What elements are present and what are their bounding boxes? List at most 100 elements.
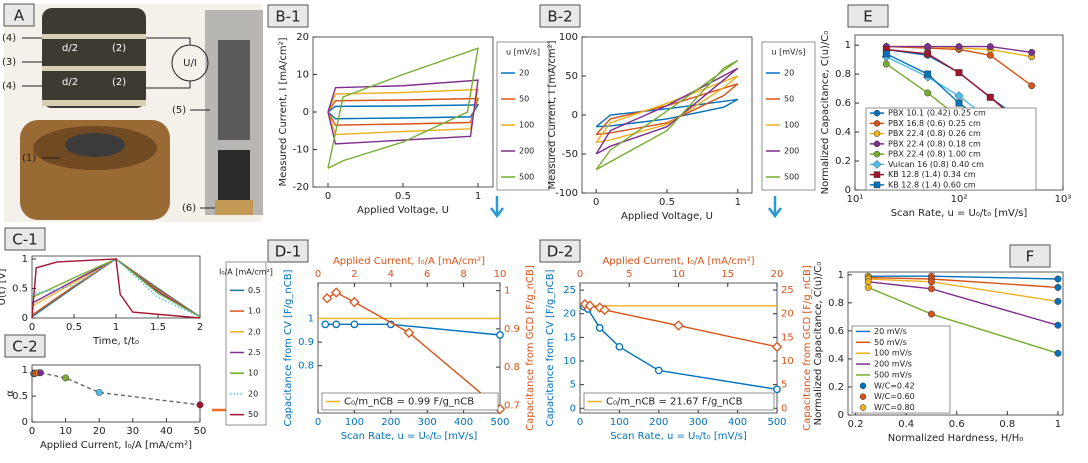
y-tick-label: 50 — [565, 71, 578, 82]
legend-label: 20 mV/s — [874, 327, 907, 336]
legend-label: 50 — [248, 410, 258, 419]
data-point — [924, 70, 932, 78]
x-tick-label: 50 — [194, 426, 207, 437]
x-tick-label: 1 — [1055, 419, 1061, 430]
data-point — [924, 43, 932, 51]
panel-tag: B-1 — [275, 8, 300, 26]
x-tick-label: 0.2 — [848, 419, 864, 430]
meter-wires — [146, 37, 191, 89]
y-tick-label: 0.4 — [835, 127, 851, 138]
data-point — [986, 93, 994, 101]
y-tick-label: -100 — [555, 188, 578, 199]
x2-tick-label: 15 — [721, 269, 734, 280]
photo-label: (4) — [2, 81, 16, 92]
separator — [42, 66, 146, 71]
legend-label: 100 mV/s — [874, 349, 912, 358]
data-point — [321, 320, 330, 329]
panel-tag-box — [267, 239, 309, 263]
data-point — [584, 300, 596, 311]
separator — [42, 34, 146, 39]
y-tick-label: 0.2 — [835, 156, 851, 167]
x-tick-label: 10² — [951, 194, 968, 205]
legend-label: 100 — [519, 121, 534, 130]
legend-label: Vulcan 16 (0.8) 0.40 cm — [888, 160, 984, 169]
x-tick-label: 30 — [126, 426, 139, 437]
panel-tag: A — [14, 7, 25, 25]
x2-tick-label: 8 — [460, 269, 466, 280]
x-axis-label: Time, t/t₀ — [92, 336, 139, 347]
data-point — [595, 324, 604, 332]
y-tick-label: -10 — [293, 145, 309, 156]
photo-label: (2) — [112, 43, 126, 54]
x-tick-label: 300 — [689, 417, 708, 428]
leader-lines — [22, 37, 215, 209]
legend-box — [583, 392, 775, 411]
x-axis-label: Normalized Hardness, H/H₀ — [888, 433, 1024, 444]
legend-label: 200 mV/s — [874, 360, 912, 369]
y2-tick-label: 1 — [504, 286, 510, 297]
column-rod — [218, 150, 250, 200]
x-tick-label: 500 — [767, 417, 786, 428]
x2-axis-label: Applied Current, I₀/A [mA/cm²] — [602, 256, 754, 267]
series-line — [31, 258, 201, 318]
data-point — [955, 43, 963, 51]
x-axis-label: Scan Rate, u = U₀/t₀ [mV/s] — [610, 431, 747, 442]
legend-label: 500 — [519, 173, 534, 182]
data-point — [928, 310, 935, 318]
x-tick-label: 0.5 — [395, 191, 411, 202]
y-axis-label: Measured Current, I [mA/cm²] — [278, 37, 289, 186]
data-point — [928, 285, 935, 293]
x-tick-label: 1 — [113, 322, 119, 333]
x-tick-label: 0 — [577, 417, 583, 428]
legend-marker — [873, 150, 881, 158]
spring — [218, 40, 250, 140]
data-point — [1028, 82, 1036, 90]
x2-tick-label: 10 — [672, 269, 685, 280]
legend-marker — [873, 171, 881, 178]
data-point — [1028, 48, 1036, 56]
legend-title: u [mV/s] — [506, 48, 540, 57]
legend-label: 0.5 — [248, 286, 261, 295]
legend-marker — [873, 109, 881, 117]
panel-tag: D-1 — [275, 243, 302, 261]
x-tick-label: 0.4 — [898, 419, 914, 430]
base-piston — [65, 133, 125, 157]
y-tick-label: 0 — [845, 185, 851, 196]
legend-label: 200 — [519, 147, 534, 156]
data-point — [955, 69, 963, 77]
x-axis-label: Applied Current, I₀/A [mA/cm²] — [40, 440, 192, 451]
x-tick-label: 0 — [29, 426, 35, 437]
x-tick-label: 100 — [610, 417, 629, 428]
y-tick-label: 5 — [570, 380, 576, 391]
data-point — [986, 51, 994, 59]
x-tick-label: 0 — [315, 417, 321, 428]
legend-label: 20 — [784, 69, 794, 78]
series-line — [327, 47, 479, 169]
panel-tag: B-2 — [547, 8, 572, 26]
data-point — [1054, 349, 1062, 357]
data-point — [1054, 275, 1062, 283]
legend-label: 50 — [519, 95, 529, 104]
data-point — [864, 283, 872, 291]
x-tick-label: 40 — [160, 426, 173, 437]
plot-area — [579, 282, 778, 414]
data-point — [36, 369, 44, 377]
y2-tick-label: 20 — [781, 309, 794, 320]
legend-box — [865, 107, 1037, 191]
legend-label: C₀/m_nCB = 21.67 F/g_nCB — [606, 397, 743, 408]
series-line — [595, 59, 739, 171]
y-tick-label: 1 — [22, 365, 28, 376]
x-axis-label: Applied Voltage, U — [621, 211, 713, 222]
legend-label: KB 12.8 (1.4) 0.34 cm — [888, 170, 976, 179]
x-axis-label: Scan Rate, u = U₀/t₀ [mV/s] — [341, 431, 478, 442]
legend-label: PBX 10.1 (0.42) 0.25 cm — [888, 109, 986, 118]
y-tick-label: 0.2 — [828, 382, 844, 393]
y-tick-label: -20 — [293, 182, 309, 193]
y-tick-label: 0.5 — [12, 391, 28, 402]
legend-label: 50 mV/s — [874, 338, 907, 347]
y2-tick-label: 0 — [781, 403, 787, 414]
y-tick-label: 0 — [570, 403, 576, 414]
y2-tick-label: 25 — [781, 285, 794, 296]
series-line — [31, 258, 201, 319]
